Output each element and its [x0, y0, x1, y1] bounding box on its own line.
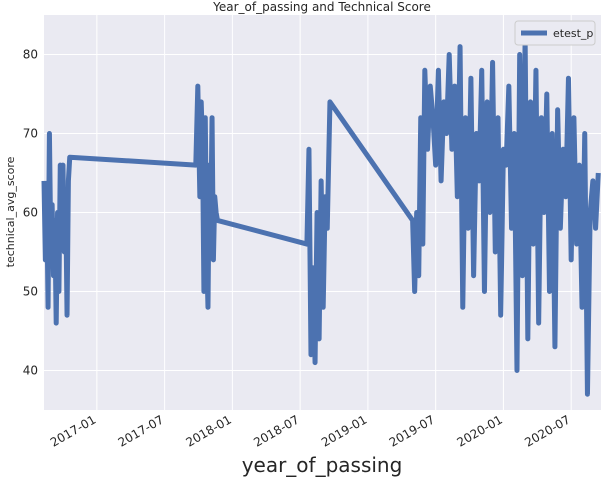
- data-line: [41, 36, 601, 397]
- x-axis-label: year_of_passing: [242, 453, 403, 477]
- legend-label: etest_p: [553, 27, 593, 40]
- x-tick-label: 2020-01: [455, 412, 505, 449]
- x-tick-label: 2020-07: [522, 412, 572, 449]
- x-tick-label: 2017-01: [48, 412, 98, 449]
- x-tick-label: 2017-07: [116, 412, 166, 449]
- x-tick-label: 2019-01: [319, 412, 369, 449]
- y-tick-label: 50: [23, 285, 38, 299]
- chart-title: Year_of_passing and Technical Score: [212, 0, 431, 14]
- x-tick-label: 2018-07: [251, 412, 301, 449]
- x-tick-label: 2019-07: [387, 412, 437, 449]
- y-tick-label: 70: [23, 127, 38, 141]
- y-tick-label: 40: [23, 364, 38, 378]
- y-axis-label: technical_avg_score: [4, 156, 17, 267]
- x-tick-label: 2018-01: [183, 412, 233, 449]
- y-tick-label: 60: [23, 206, 38, 220]
- y-tick-label: 80: [23, 48, 38, 62]
- legend-box: [514, 20, 596, 46]
